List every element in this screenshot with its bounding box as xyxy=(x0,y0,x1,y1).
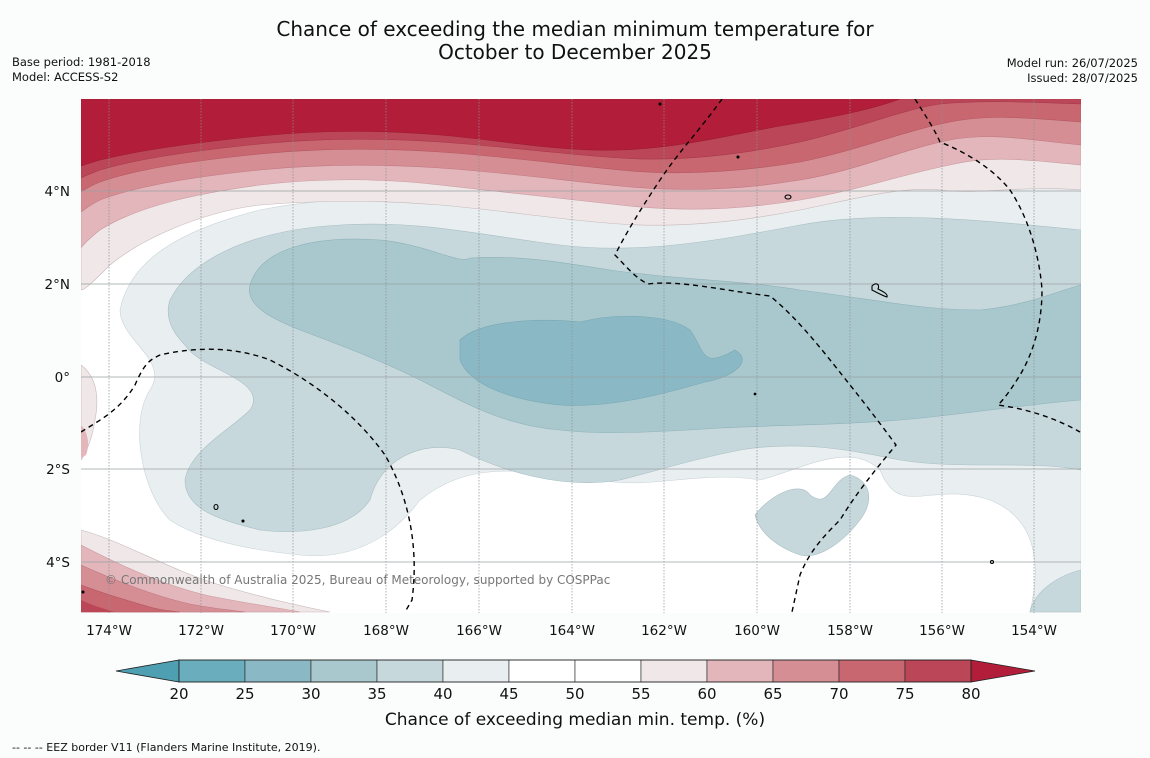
base-period-text: Base period: 1981-2018 xyxy=(12,55,151,69)
colorbar-cell xyxy=(772,659,840,683)
contour-75-80-southwest xyxy=(81,600,115,612)
eez-border-west xyxy=(81,348,415,613)
islands xyxy=(81,102,995,594)
contour-70-75-southwest xyxy=(81,584,181,613)
island-8 xyxy=(753,392,757,396)
colorbar-tick-labels: 20 25 30 35 40 45 50 55 60 65 70 75 80 xyxy=(169,685,980,700)
colorbar-label: Chance of exceeding median min. temp. (%… xyxy=(384,710,766,730)
lon-label-174w: 174°W xyxy=(86,623,132,639)
lon-label-160w: 160°W xyxy=(734,623,780,639)
eez-borders xyxy=(81,99,1081,613)
meta-right: Model run: 26/07/2025 Issued: 28/07/2025 xyxy=(1007,56,1138,86)
colorbar-tick-label: 35 xyxy=(367,685,386,700)
colorbar-cell xyxy=(508,659,576,683)
colorbar-tick-label: 40 xyxy=(433,685,452,700)
lat-label-2n: 2°N xyxy=(45,277,70,293)
lon-label-170w: 170°W xyxy=(270,623,316,639)
contour-35-40-south-central xyxy=(754,474,869,557)
lon-label-154w: 154°W xyxy=(1011,623,1057,639)
colorbar-tick-label: 25 xyxy=(235,685,254,700)
contour-25-30 xyxy=(459,315,743,406)
colorbar-cell xyxy=(904,659,972,683)
colorbar-cell xyxy=(640,659,708,683)
lon-label-168w: 168°W xyxy=(363,623,409,639)
colorbar-tick-label: 55 xyxy=(631,685,650,700)
colorbar-tick-label: 80 xyxy=(961,685,980,700)
map-plot-area: © Commonwealth of Australia 2025, Bureau… xyxy=(81,99,1081,613)
model-text: Model: ACCESS-S2 xyxy=(12,70,119,84)
lon-label-172w: 172°W xyxy=(178,623,224,639)
colorbar-cell xyxy=(376,659,444,683)
lon-label-164w: 164°W xyxy=(549,623,595,639)
island-6 xyxy=(658,102,662,106)
colorbar-tick-label: 70 xyxy=(829,685,848,700)
colorbar-under-arrow xyxy=(115,659,180,683)
island-5 xyxy=(989,559,995,565)
map-title: Chance of exceeding the median minimum t… xyxy=(0,18,1150,64)
island-7 xyxy=(736,155,740,159)
lon-label-156w: 156°W xyxy=(919,623,965,639)
colorbar-tick-label: 65 xyxy=(763,685,782,700)
island-9 xyxy=(81,590,85,594)
map-title-line1: Chance of exceeding the median minimum t… xyxy=(276,17,874,41)
colorbar-cell xyxy=(244,659,312,683)
colorbar-cell xyxy=(706,659,774,683)
colorbar-cell xyxy=(442,659,510,683)
colorbar-cell xyxy=(310,659,378,683)
colorbar-cell xyxy=(574,659,642,683)
lat-labels: 4°N 2°N 0° 2°S 4°S xyxy=(45,184,70,571)
lon-label-166w: 166°W xyxy=(456,623,502,639)
eez-legend-note: -- -- -- EEZ border V11 (Flanders Marine… xyxy=(12,741,321,754)
lat-gridlines xyxy=(81,190,1081,563)
colorbar-tick-label: 45 xyxy=(499,685,518,700)
colorbar-tick-label: 50 xyxy=(565,685,584,700)
issued-text: Issued: 28/07/2025 xyxy=(1027,71,1138,85)
island-1 xyxy=(784,194,792,200)
colorbar-frame xyxy=(178,659,972,683)
island-2 xyxy=(871,283,888,298)
island-4 xyxy=(241,519,245,523)
lon-label-162w: 162°W xyxy=(641,623,687,639)
island-3 xyxy=(213,503,219,511)
map-title-line2: October to December 2025 xyxy=(438,40,712,64)
colorbar-tick-label: 20 xyxy=(169,685,188,700)
lat-label-4n: 4°N xyxy=(45,184,70,200)
lon-label-158w: 158°W xyxy=(827,623,873,639)
lon-labels: 174°W 172°W 170°W 168°W 166°W 164°W 162°… xyxy=(86,623,1057,639)
copyright-text: © Commonwealth of Australia 2025, Bureau… xyxy=(105,573,610,587)
meta-left: Base period: 1981-2018 Model: ACCESS-S2 xyxy=(12,55,151,85)
colorbar-cell xyxy=(838,659,906,683)
contour-60-65-west-edge xyxy=(81,425,89,458)
colorbar-over-arrow xyxy=(970,659,1036,683)
contour-over80-north xyxy=(81,99,901,167)
model-run-text: Model run: 26/07/2025 xyxy=(1006,56,1138,70)
contour-35-40-southeast xyxy=(1029,569,1081,613)
lat-label-4s: 4°S xyxy=(46,555,70,571)
lat-label-2s: 2°S xyxy=(46,462,70,478)
colorbar-cells xyxy=(178,659,972,683)
map-figure: © Commonwealth of Australia 2025, Bureau… xyxy=(45,99,1081,700)
colorbar: 20 25 30 35 40 45 50 55 60 65 70 75 80 xyxy=(115,659,1036,700)
lat-label-0: 0° xyxy=(55,370,70,386)
colorbar-tick-label: 75 xyxy=(895,685,914,700)
colorbar-tick-label: 30 xyxy=(301,685,320,700)
colorbar-cell xyxy=(178,659,246,683)
colorbar-tick-label: 60 xyxy=(697,685,716,700)
